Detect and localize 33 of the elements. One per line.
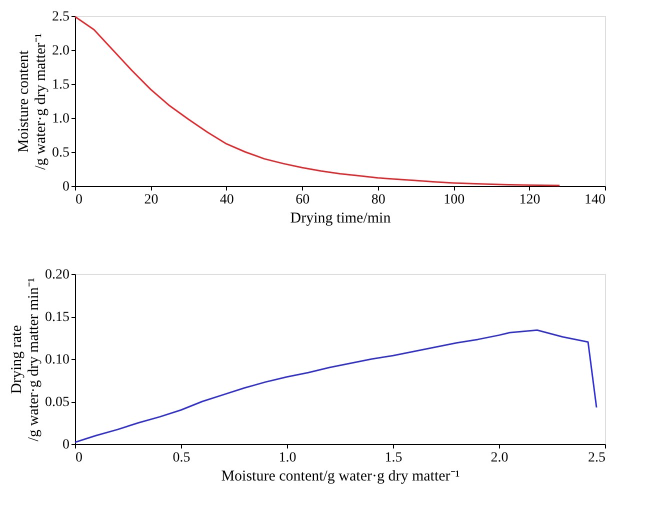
line-series — [74, 329, 598, 444]
text: Drying rate — [9, 325, 25, 394]
y-tick-label: 0.20 — [45, 268, 70, 282]
y-tick-label: 1.5 — [52, 78, 70, 92]
y-tick-label: 0.5 — [52, 146, 70, 160]
x-tick-label: 1.5 — [384, 450, 402, 466]
x-tick-label: 120 — [519, 192, 540, 208]
text: /g water·g dry matter min⁻¹ — [26, 278, 42, 442]
x-tick-label: 0.5 — [172, 450, 190, 466]
y-tick-label: 0.10 — [45, 352, 70, 368]
x-tick-label: 140 — [584, 192, 606, 208]
x-tick-label: 0 — [76, 192, 82, 208]
x-tick-label: 40 — [220, 192, 234, 208]
text: Moisture content — [16, 50, 32, 153]
x-tick-label: 0 — [76, 450, 82, 466]
x-tick-label: 100 — [444, 192, 465, 208]
x-tick-label: 2.5 — [588, 450, 606, 466]
y-tick-label: 0 — [62, 438, 70, 452]
x-axis-title: Drying time/min — [290, 210, 392, 226]
y-tick-label: 0.15 — [45, 310, 70, 325]
y-tick-label: 2.5 — [52, 10, 70, 24]
x-tick-label: 60 — [296, 192, 310, 208]
x-tick-label: 1.0 — [278, 450, 296, 466]
line-series — [74, 16, 560, 186]
x-axis-title: Moisture content/g water·g dry matter⁻¹ — [221, 468, 460, 484]
y-tick-label: 2.0 — [52, 44, 70, 58]
y-tick-label: 0 — [62, 180, 70, 194]
x-tick-label: 2.0 — [490, 450, 508, 466]
y-tick-label: 1.0 — [52, 112, 70, 126]
x-tick-label: 20 — [144, 192, 158, 208]
y-tick-label: 0.05 — [45, 395, 70, 410]
x-tick-label: 80 — [371, 192, 386, 208]
text: /g water·g dry matter⁻¹ — [33, 33, 49, 170]
